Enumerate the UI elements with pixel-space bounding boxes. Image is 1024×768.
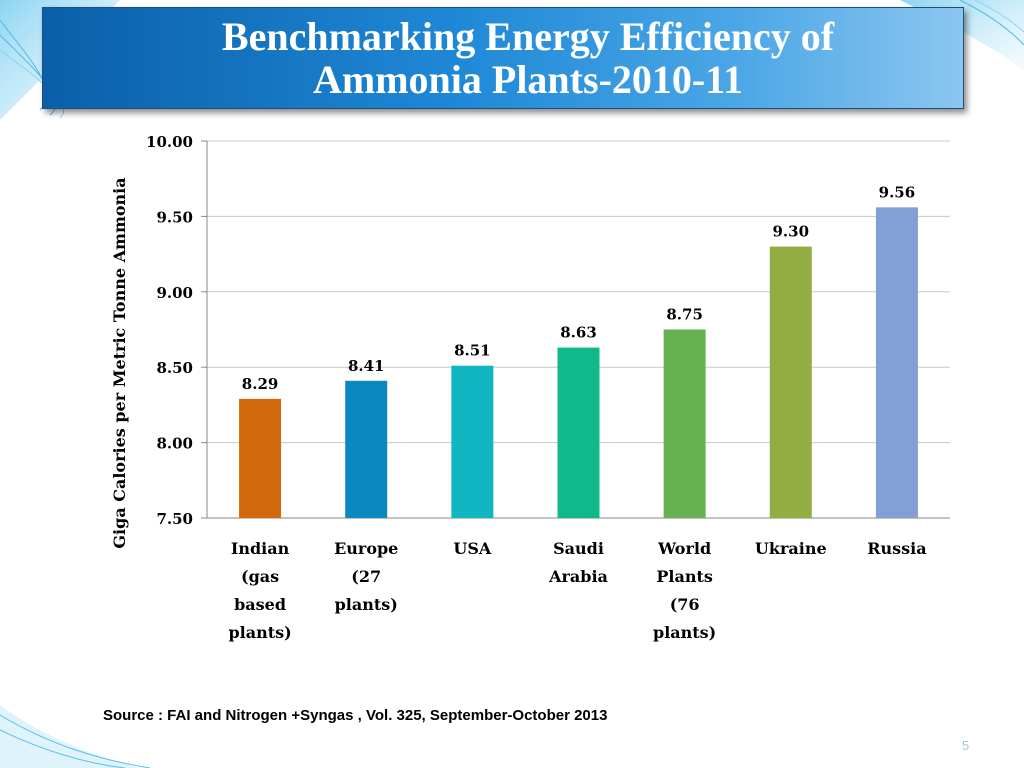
x-tick-label: USA [453, 539, 492, 558]
source-note: Source : FAI and Nitrogen +Syngas , Vol.… [103, 707, 608, 724]
bar [663, 329, 706, 518]
page-number: 5 [962, 738, 970, 753]
data-labels: 8.29 8.41 8.51 8.63 8.75 9.30 9.56 [242, 183, 915, 393]
bar [769, 246, 812, 518]
bar [345, 380, 388, 518]
x-tick-label: Russia [867, 539, 926, 558]
data-label: 8.51 [454, 342, 491, 360]
y-tick-label: 9.00 [156, 284, 193, 302]
x-tick-labels: Indian (gas based plants) Europe (27 plants) US… [228, 539, 926, 642]
x-tick-label: Indian (gas based plants) [228, 539, 291, 642]
data-label: 8.29 [242, 375, 279, 393]
y-tick-label: 7.50 [156, 510, 193, 528]
bar [451, 365, 494, 518]
y-tick-label: 8.00 [156, 435, 193, 453]
x-tick-label: Ukraine [755, 539, 827, 558]
x-tick-label: World Plants (76 plants) [653, 539, 716, 642]
data-label: 9.30 [773, 223, 810, 241]
y-tick-label: 8.50 [156, 359, 193, 377]
slide-title: Benchmarking Energy Efficiency of Ammoni… [221, 14, 835, 102]
bar [875, 207, 918, 519]
data-label: 8.63 [560, 324, 597, 342]
bar [239, 398, 282, 518]
y-tick-label: 10.00 [146, 133, 193, 151]
bars [239, 207, 918, 519]
data-label: 8.75 [666, 306, 703, 324]
x-tick-label: Europe (27 plants) [334, 539, 398, 614]
bar [557, 347, 600, 518]
y-tick-labels: 7.50 8.00 8.50 9.00 9.50 10.00 [146, 133, 193, 528]
y-tick-label: 9.50 [156, 208, 193, 226]
data-label: 8.41 [348, 357, 385, 375]
y-axis-label: Giga Calories per Metric Tonne Ammonia [110, 177, 129, 548]
title-banner: Benchmarking Energy Efficiency of Ammoni… [42, 7, 964, 109]
data-label: 9.56 [879, 183, 916, 201]
x-tick-label: Saudi Arabia [548, 539, 608, 586]
